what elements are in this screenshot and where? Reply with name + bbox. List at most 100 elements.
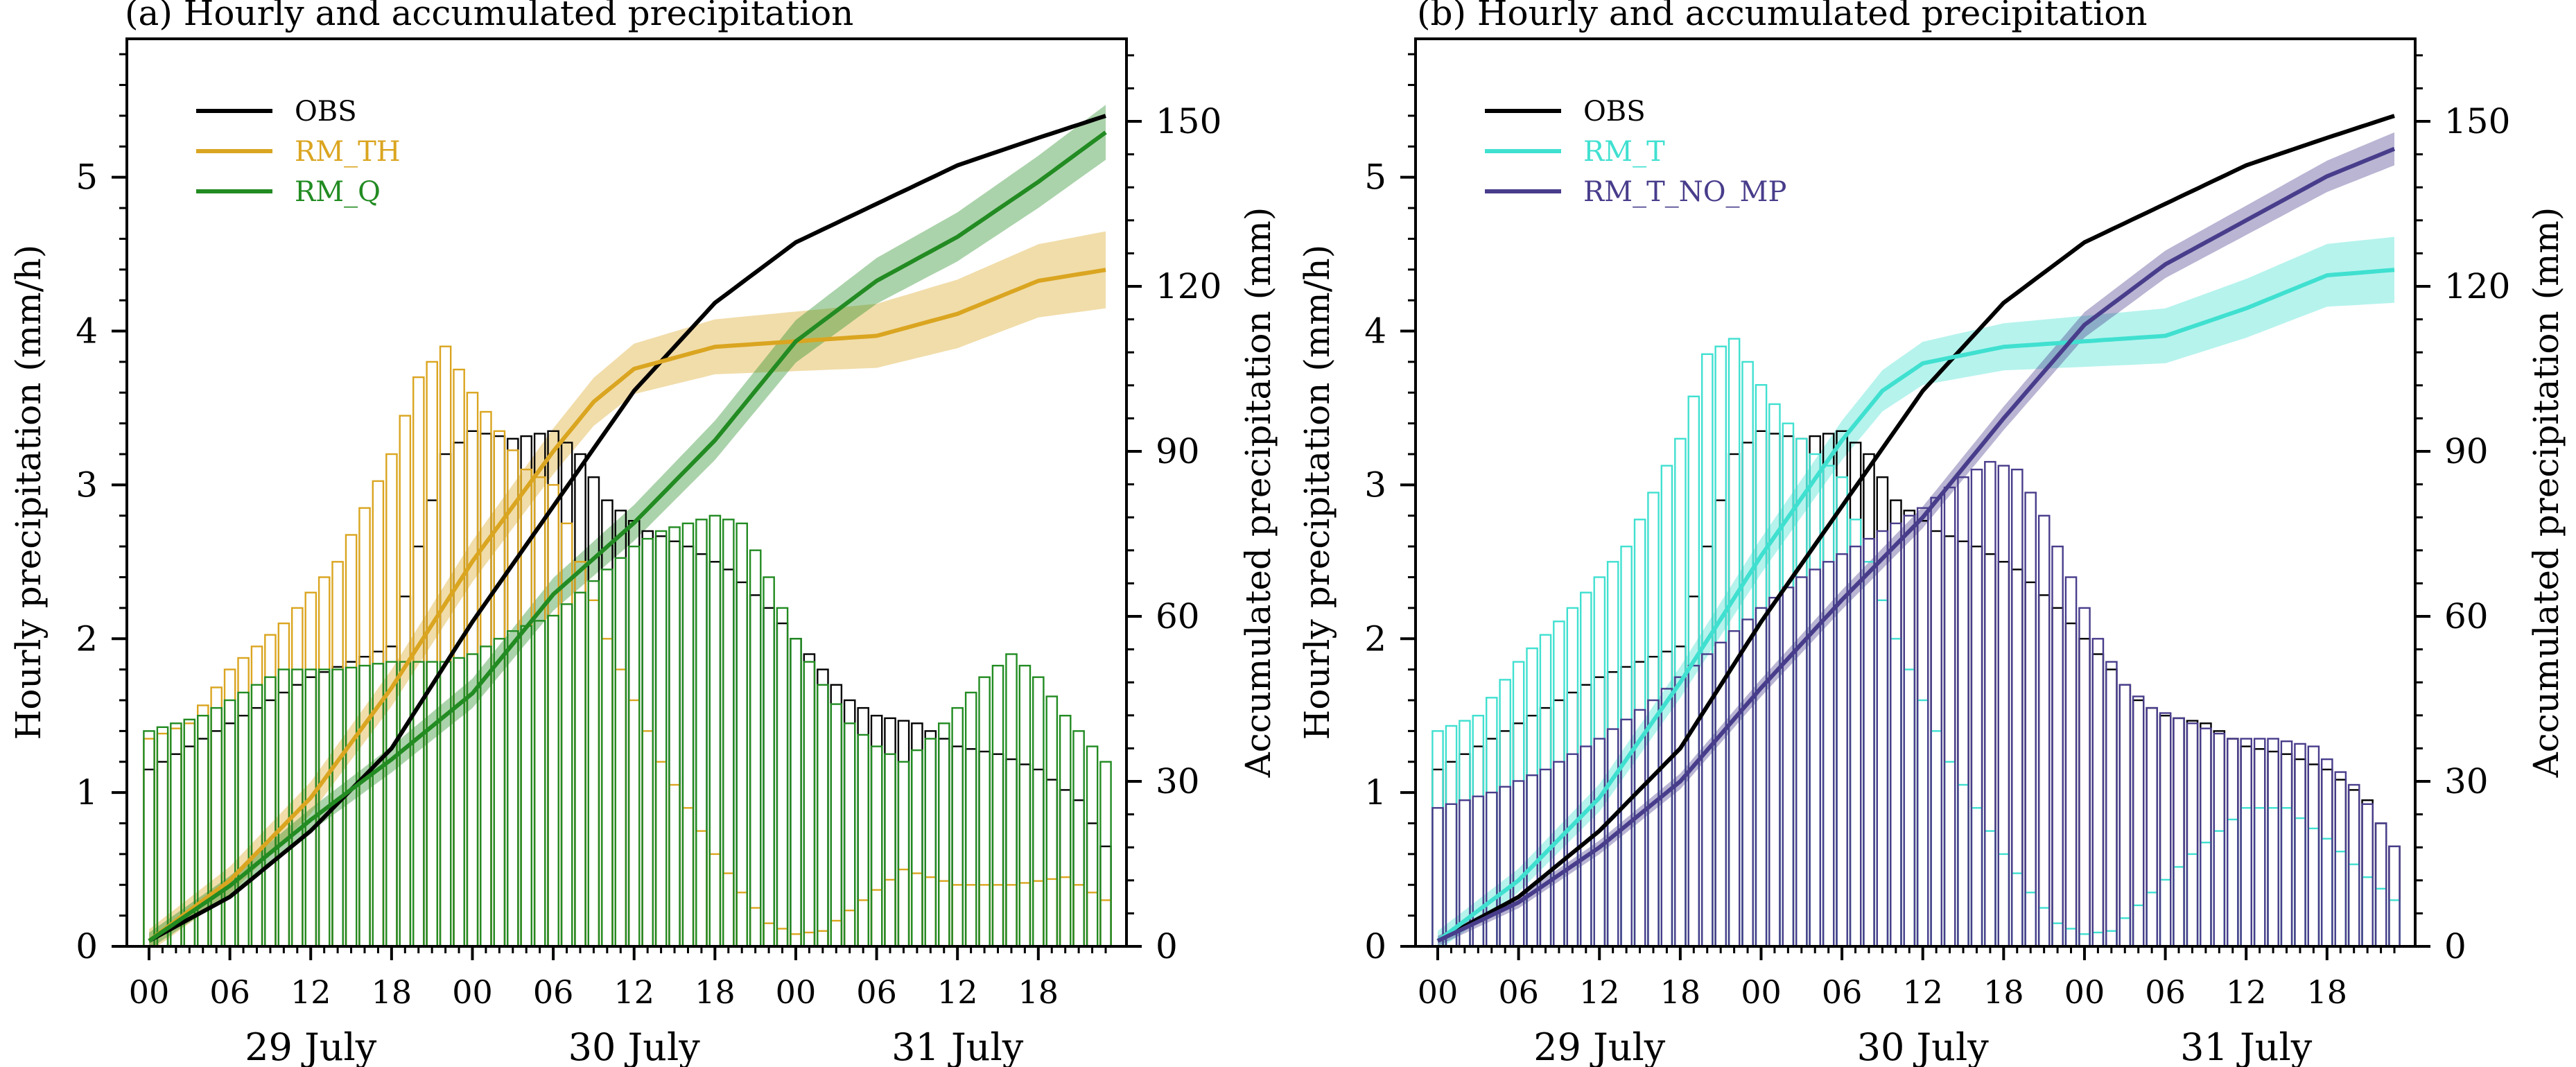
x-tick-label: 00 [1418, 973, 1459, 1011]
bar-rm-th [574, 561, 586, 948]
bar-obs [1970, 546, 1983, 948]
bar-obs [803, 653, 816, 948]
plot-frame [125, 37, 1128, 948]
bar-obs [1431, 768, 1444, 948]
bar-obs [2267, 750, 2279, 948]
hourly-bars [143, 345, 1112, 948]
right-axis-label: Accumulated precipitation (mm) [1238, 207, 1278, 779]
left-tick-label: 1 [1364, 772, 1386, 813]
bar-rm-th [681, 807, 695, 948]
legend-item-obs: OBS [196, 96, 357, 128]
bar-rm-t [2159, 878, 2172, 948]
bar-obs [1943, 535, 1956, 948]
bar-rm-t [1836, 476, 1848, 948]
bar-obs [358, 656, 371, 948]
bar-rm-t-no-mp [2361, 803, 2374, 948]
bar-obs [763, 607, 775, 948]
bar-rm-t [1566, 607, 1579, 948]
bar-rm-t-no-mp [1755, 607, 1768, 948]
bar-rm-t-no-mp [2132, 695, 2145, 948]
bar-rm-q [817, 684, 829, 948]
day-label: 31 July [2180, 1025, 2313, 1067]
bar-rm-t-no-mp [2159, 712, 2172, 948]
bar-rm-q [1072, 730, 1085, 948]
bar-rm-q [143, 730, 155, 948]
bar-obs [641, 530, 654, 948]
bar-rm-t-no-mp [1890, 522, 1902, 948]
left-tick-label: 1 [76, 772, 98, 813]
left-tick-label: 4 [1364, 311, 1386, 352]
bar-rm-th [250, 645, 263, 948]
day-label: 30 July [1857, 1025, 1990, 1067]
bar-obs [2388, 845, 2401, 948]
bar-rm-t [1593, 576, 1606, 948]
left-axis-label: Hourly precipitation (mm/h) [8, 245, 49, 740]
day-label: 29 July [1533, 1025, 1666, 1067]
bar-rm-t [1431, 730, 1444, 948]
legend-item-rm-th: RM_TH [196, 136, 401, 168]
bar-obs [654, 535, 668, 948]
bar-rm-t [2240, 807, 2253, 948]
x-tick-label: 00 [776, 973, 817, 1011]
bar-rm-t [1755, 384, 1768, 948]
bar-rm-t [2037, 907, 2051, 948]
bar-rm-t-no-mp [1916, 507, 1929, 948]
line-rm-th [148, 268, 1106, 943]
right-tick-label: 60 [1156, 596, 1200, 636]
bar-rm-th [156, 732, 169, 948]
left-axis-label: Hourly precipitation (mm/h) [1297, 245, 1337, 740]
bar-rm-q [1005, 653, 1018, 948]
bar-rm-t-no-mp [1903, 514, 1916, 948]
bar-rm-th [790, 933, 802, 948]
bar-rm-th [237, 657, 250, 948]
bar-obs [614, 510, 627, 948]
bar-rm-t [2064, 928, 2078, 948]
bar-rm-th [884, 878, 896, 948]
bar-rm-t-no-mp [1431, 807, 1444, 948]
bar-rm-th [291, 607, 304, 948]
bar-rm-q [830, 703, 843, 948]
left-tick-label: 2 [76, 618, 98, 659]
right-tick-label: 90 [1156, 431, 1200, 471]
bar-rm-t-no-mp [2240, 738, 2253, 948]
left-tick-label: 3 [76, 465, 98, 505]
bar-rm-t [1714, 345, 1728, 948]
bar-rm-t-no-mp [1512, 780, 1525, 948]
accumulated-lines [1436, 114, 2396, 943]
bar-rm-t [2388, 899, 2401, 948]
bar-rm-th [601, 638, 613, 948]
bars-rm-q [143, 514, 1112, 948]
bar-obs [2091, 653, 2105, 948]
bar-obs [560, 442, 573, 948]
bar-rm-q [991, 664, 1004, 948]
bar-rm-t [2010, 872, 2024, 948]
bar-obs [1728, 453, 1741, 948]
bar-rm-th [897, 868, 910, 948]
bar-obs [1059, 789, 1072, 948]
bar-rm-q [156, 726, 169, 948]
bar-rm-th [1005, 884, 1018, 948]
bar-rm-t-no-mp [1674, 676, 1687, 948]
bar-obs [2294, 758, 2306, 948]
bar-obs [143, 768, 155, 948]
bar-obs [2320, 768, 2333, 948]
bar-rm-t [1445, 725, 1458, 948]
bar-rm-t [1579, 591, 1592, 948]
legend-item-obs: OBS [1485, 96, 1646, 128]
bar-rm-th [695, 830, 708, 948]
bar-rm-t-no-mp [1876, 530, 1889, 948]
bar-obs [2186, 720, 2199, 948]
bar-rm-th [1032, 880, 1045, 948]
legend: OBS RM_TH RM_Q [196, 96, 401, 208]
bar-rm-q [507, 630, 519, 948]
bar-obs [884, 717, 896, 948]
bar-rm-t-no-mp [2320, 758, 2333, 948]
bar-rm-q [937, 722, 950, 948]
bar-obs [2334, 779, 2347, 948]
left-tick-label: 5 [1364, 157, 1386, 198]
right-tick-label: 150 [2444, 101, 2510, 141]
right-tick-label: 30 [2444, 761, 2489, 801]
bar-rm-t [1606, 561, 1619, 948]
bar-obs [1018, 763, 1032, 948]
bar-obs [695, 553, 708, 948]
